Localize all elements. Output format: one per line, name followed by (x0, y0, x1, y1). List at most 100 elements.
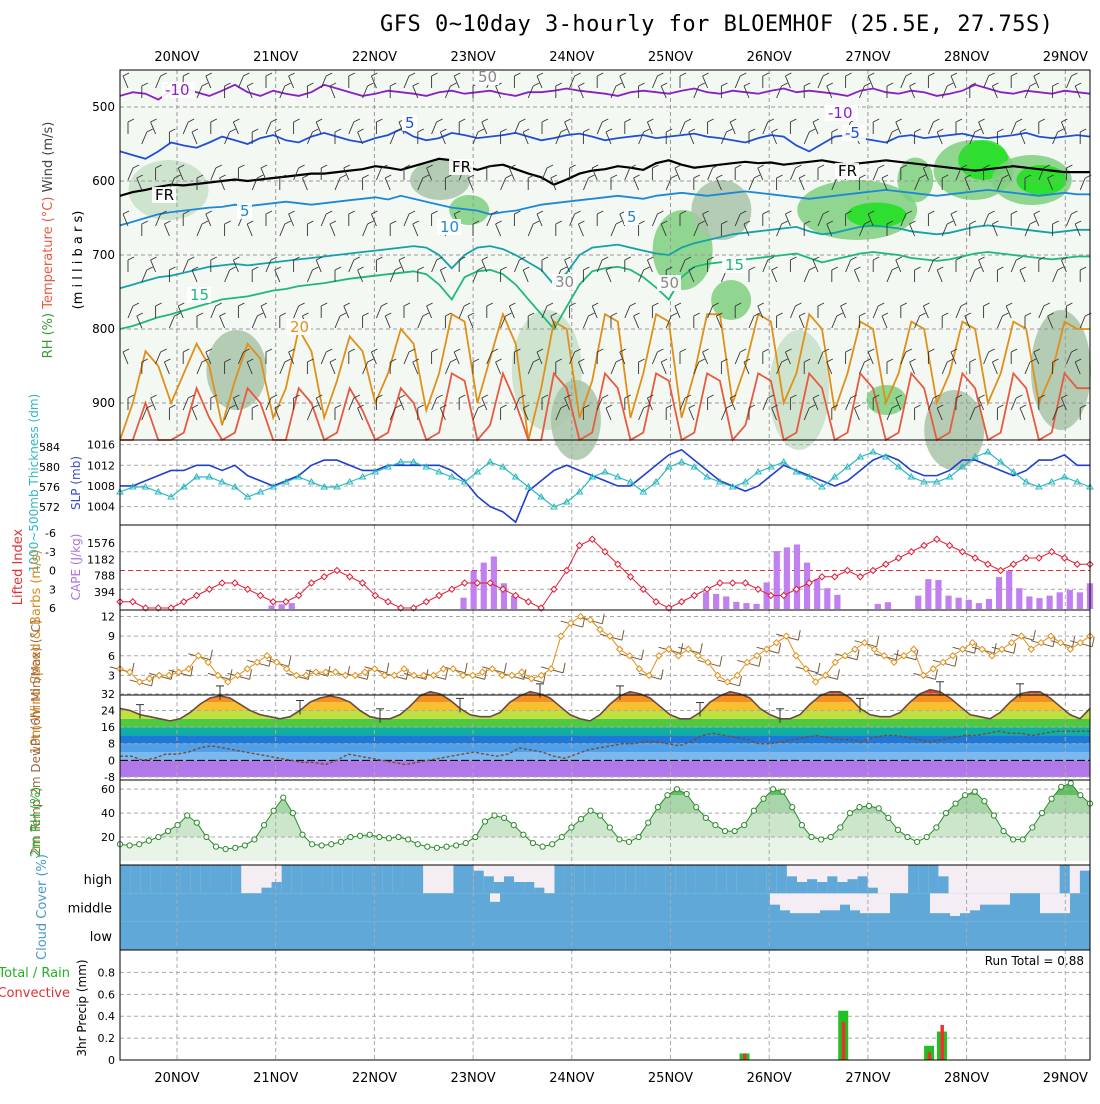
cloud-cell-clear (978, 865, 990, 894)
wind-barb (739, 348, 747, 353)
wind-barb (362, 361, 369, 375)
wind-barb (389, 407, 396, 421)
wind-speed-point (165, 671, 173, 680)
wind-barb (1066, 302, 1073, 307)
wind-barb (660, 669, 664, 680)
wind-barb (1047, 312, 1054, 317)
wind-barb (812, 118, 820, 123)
wind-barb (693, 223, 700, 237)
contour-label-bg (835, 163, 859, 179)
wind-barb (357, 269, 364, 283)
rh-point (1048, 795, 1055, 802)
wind-barb (155, 351, 162, 365)
wind-barb (729, 118, 737, 123)
precip-convective-bar (927, 1052, 932, 1060)
wind-barb (596, 121, 603, 135)
wind-barb (1057, 404, 1064, 409)
lifted-index-point (882, 560, 890, 568)
wind-barb (665, 177, 672, 191)
wind-barb (1061, 394, 1068, 399)
isotherm-line (119, 224, 1090, 290)
wind-barb (988, 210, 995, 215)
wind-barb (155, 302, 162, 307)
wind-barb (233, 394, 240, 399)
wind-barb (560, 128, 568, 133)
wind-barb (876, 636, 880, 647)
wind-barb (974, 404, 982, 409)
cloud-cell (940, 913, 951, 923)
cape-bar (935, 579, 942, 609)
wind-barb (389, 358, 397, 363)
cloud-cell (685, 865, 697, 894)
lifted-index-point (843, 566, 852, 575)
wind-barb (362, 223, 369, 237)
wind-barb (357, 404, 364, 409)
wind-barb (743, 361, 750, 375)
wind-barb (781, 358, 788, 363)
cloud-cell-clear (493, 865, 505, 894)
cloud-cell (635, 865, 646, 894)
lifted-index-point (754, 585, 762, 593)
wind-barb (564, 259, 571, 273)
cloud-cell (615, 865, 626, 894)
wind-barb (646, 397, 653, 411)
wind-barb (127, 394, 135, 399)
cloud-cell (840, 921, 851, 951)
wind-barb (891, 404, 899, 409)
wind-barb (307, 358, 314, 363)
thickness-point (154, 488, 163, 495)
wind-barb (260, 305, 267, 319)
wind-barb (886, 131, 893, 145)
rh-point (808, 833, 815, 841)
wind-barb (858, 361, 865, 375)
rh-point (904, 833, 911, 841)
wind-barb (978, 394, 985, 399)
wind-barb (495, 358, 502, 363)
wind-barb (367, 82, 374, 87)
contour-label-bg (624, 209, 639, 225)
thickness-point (473, 468, 482, 475)
wind-barb (693, 361, 700, 375)
lifted-index-point (856, 573, 864, 581)
rh-point (155, 833, 162, 841)
rh-point (280, 794, 287, 801)
wind-barb (831, 266, 839, 271)
wind-barb (334, 404, 342, 409)
thickness-point (511, 473, 520, 480)
wind-speed-point (243, 665, 252, 673)
cloud-cell (554, 865, 566, 894)
wind-barb (679, 210, 687, 215)
wind-barb (315, 118, 323, 123)
cape-bar (803, 562, 811, 609)
wind-barb (688, 269, 695, 283)
wind-barb (928, 210, 935, 215)
wind-barb (826, 361, 833, 375)
wind-barb (665, 266, 673, 271)
wind-barb (946, 358, 954, 363)
wind-barb (881, 312, 889, 317)
thickness-point (396, 458, 405, 465)
thickness-point (1022, 478, 1031, 485)
lifted-index-point (779, 591, 788, 600)
wind-barb (270, 256, 278, 261)
wind-barb (362, 85, 369, 99)
cloud-row-label: middle (68, 902, 112, 917)
wind-barb (348, 397, 355, 411)
wind-barb (881, 174, 889, 179)
thickness-point (179, 483, 188, 490)
cloud-cell (190, 865, 202, 894)
cloud-cell-clear (870, 893, 881, 923)
cloud-cell (170, 921, 181, 951)
cloud-cell (510, 921, 521, 951)
wind-speed-point (518, 668, 526, 676)
wind-barb (933, 394, 940, 399)
wind-barb (596, 210, 604, 215)
cloud-cell (910, 921, 921, 951)
wind-barb (274, 266, 282, 271)
precip-tick-label: 0 (108, 1054, 115, 1067)
wind-barb (491, 348, 499, 353)
wind-barb (408, 348, 416, 353)
wind-barb (660, 85, 667, 99)
temp-band (120, 718, 1090, 728)
wind-barb (527, 361, 534, 375)
